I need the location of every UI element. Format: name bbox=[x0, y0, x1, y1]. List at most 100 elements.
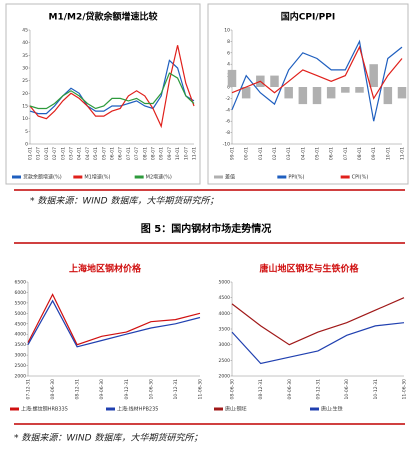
y-tick-label: 25 bbox=[22, 78, 28, 84]
y-tick-label: 3000 bbox=[219, 342, 231, 348]
x-tick-label: 10-12-31 bbox=[373, 379, 379, 400]
bar bbox=[312, 87, 322, 105]
series-line bbox=[231, 45, 403, 100]
x-tick-label: 11-06-30 bbox=[198, 379, 204, 400]
series-line bbox=[29, 59, 195, 115]
x-tick-label: 02-01 bbox=[272, 147, 278, 160]
y-tick-label: 5 bbox=[25, 129, 28, 135]
x-tick-label: 03-01 bbox=[60, 147, 66, 160]
y-tick-label: 30 bbox=[22, 66, 28, 72]
x-tick-label: 05-01 bbox=[93, 147, 99, 160]
bar bbox=[383, 87, 393, 105]
y-tick-label: -4 bbox=[226, 107, 231, 113]
x-tick-label: 04-01 bbox=[300, 147, 306, 160]
x-tick-label: 01-01 bbox=[258, 147, 264, 160]
x-tick-label: 08-06-30 bbox=[50, 379, 56, 400]
legend-swatch bbox=[310, 407, 319, 411]
legend-swatch bbox=[106, 407, 115, 411]
y-tick-label: -2 bbox=[226, 96, 231, 102]
x-tick-label: 00-01 bbox=[244, 147, 250, 160]
y-tick-label: 10 bbox=[224, 28, 230, 34]
x-tick-label: 08-01 bbox=[357, 147, 363, 160]
x-tick-label: 05-01 bbox=[315, 147, 321, 160]
y-tick-label: 45 bbox=[22, 28, 28, 34]
y-tick-label: -10 bbox=[223, 142, 230, 148]
legend-label: 唐山:生铁 bbox=[321, 406, 343, 413]
x-tick-label: 10-01 bbox=[385, 147, 391, 160]
legend-swatch bbox=[214, 175, 223, 179]
x-tick-label: 10-06-30 bbox=[344, 379, 350, 400]
source-note: * 数据来源：WIND 数据库，大华期货研究所； bbox=[30, 196, 218, 207]
bar bbox=[284, 87, 293, 99]
series-line bbox=[27, 293, 201, 346]
x-tick-label: 10-12-31 bbox=[173, 379, 179, 400]
x-tick-label: 11-06-30 bbox=[402, 379, 408, 400]
x-tick-label: 02-01 bbox=[44, 147, 50, 160]
y-tick-label: 6500 bbox=[15, 280, 27, 286]
bar bbox=[326, 87, 336, 99]
legend-swatch bbox=[277, 175, 287, 179]
y-tick-label: 2000 bbox=[219, 374, 231, 380]
x-tick-label: 08-12-31 bbox=[258, 379, 264, 400]
chart-title: M1/M2/贷款余额增速比较 bbox=[48, 11, 157, 23]
legend-label: 差值 bbox=[225, 174, 235, 181]
x-tick-label: 06-01 bbox=[110, 147, 116, 160]
x-tick-label: 08-06-30 bbox=[230, 379, 236, 400]
chart-title: 国内CPI/PPI bbox=[281, 11, 335, 23]
y-tick-label: 0 bbox=[25, 142, 28, 148]
y-tick-label: 5000 bbox=[15, 311, 27, 317]
y-tick-label: 4500 bbox=[219, 295, 231, 301]
x-tick-label: 03-01 bbox=[286, 147, 292, 160]
chart-frame bbox=[207, 3, 409, 185]
x-tick-label: 03-07 bbox=[69, 147, 75, 160]
source-note: * 数据来源：WIND 数据库，大华期货研究所； bbox=[14, 433, 202, 444]
bar bbox=[341, 87, 350, 93]
x-tick-label: 02-07 bbox=[52, 147, 58, 160]
legend-label: M2增速(%) bbox=[146, 174, 172, 181]
y-tick-label: 4 bbox=[227, 62, 230, 68]
legend-swatch bbox=[12, 175, 21, 179]
y-tick-label: 4000 bbox=[15, 332, 27, 338]
y-tick-label: 6 bbox=[227, 50, 230, 56]
chart-title: 唐山地区钢坯与生铁价格 bbox=[259, 263, 359, 275]
legend-swatch bbox=[340, 175, 350, 179]
x-tick-label: 07-07 bbox=[134, 147, 140, 160]
x-tick-label: 10-06-30 bbox=[148, 379, 154, 400]
series-line bbox=[29, 72, 195, 110]
x-tick-label: 07-12-31 bbox=[26, 379, 32, 400]
x-tick-label: 01-07 bbox=[36, 147, 42, 160]
legend-swatch bbox=[134, 175, 144, 179]
x-tick-label: 06-01 bbox=[329, 147, 335, 160]
figure-caption: 图 5：国内钢材市场走势情况 bbox=[141, 222, 271, 235]
y-tick-label: 40 bbox=[22, 40, 28, 46]
x-tick-label: 04-07 bbox=[85, 147, 91, 160]
legend-swatch bbox=[10, 407, 19, 411]
x-tick-label: 07-01 bbox=[343, 147, 349, 160]
legend-label: 贷款余额增速(%) bbox=[23, 174, 62, 181]
y-tick-label: 35 bbox=[22, 53, 28, 59]
y-tick-label: 0 bbox=[227, 85, 230, 91]
x-tick-label: 05-07 bbox=[101, 147, 107, 160]
series-line bbox=[231, 39, 403, 122]
x-tick-label: 09-12-31 bbox=[124, 379, 130, 400]
chart-frame bbox=[5, 3, 201, 185]
y-tick-label: 2500 bbox=[15, 363, 27, 369]
y-tick-label: 3000 bbox=[15, 353, 27, 359]
series-line bbox=[231, 322, 405, 365]
x-tick-label: 08-12-31 bbox=[75, 379, 81, 400]
series-line bbox=[29, 45, 195, 129]
bar bbox=[241, 87, 251, 99]
y-tick-label: 2000 bbox=[15, 374, 27, 380]
legend-label: CPI(%) bbox=[352, 175, 369, 181]
legend-swatch bbox=[214, 407, 223, 411]
legend-label: 唐山:钢坯 bbox=[225, 406, 247, 413]
y-tick-label: 10 bbox=[22, 116, 28, 122]
y-tick-label: 6000 bbox=[15, 290, 27, 296]
y-tick-label: 15 bbox=[22, 104, 28, 110]
x-tick-label: 09-07 bbox=[167, 147, 173, 160]
y-tick-label: 3500 bbox=[15, 342, 27, 348]
bar bbox=[270, 75, 279, 87]
bar bbox=[369, 64, 378, 87]
x-tick-label: 09-06-30 bbox=[99, 379, 105, 400]
